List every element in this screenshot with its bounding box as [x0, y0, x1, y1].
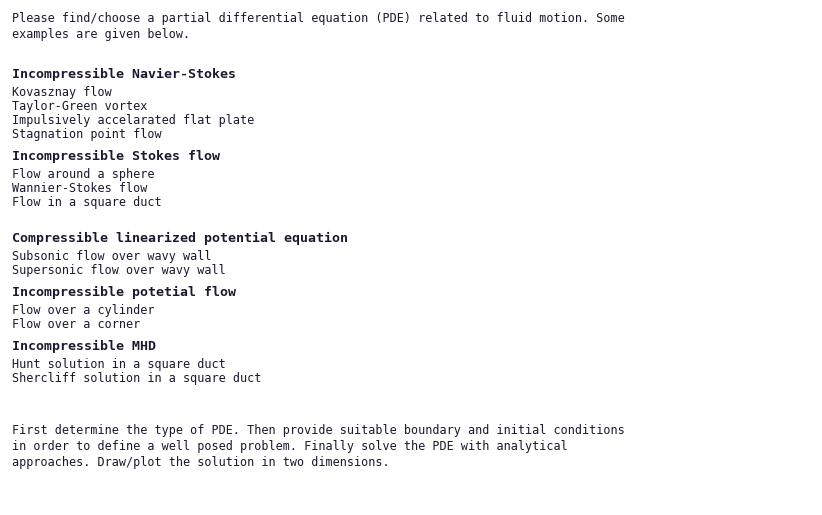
Text: Incompressible potetial flow: Incompressible potetial flow [12, 286, 236, 299]
Text: Stagnation point flow: Stagnation point flow [12, 128, 162, 141]
Text: Wannier-Stokes flow: Wannier-Stokes flow [12, 182, 147, 195]
Text: Supersonic flow over wavy wall: Supersonic flow over wavy wall [12, 264, 226, 277]
Text: Subsonic flow over wavy wall: Subsonic flow over wavy wall [12, 250, 211, 263]
Text: Flow over a corner: Flow over a corner [12, 318, 141, 331]
Text: approaches. Draw/plot the solution in two dimensions.: approaches. Draw/plot the solution in tw… [12, 456, 390, 469]
Text: Kovasznay flow: Kovasznay flow [12, 86, 112, 99]
Text: Flow in a square duct: Flow in a square duct [12, 196, 162, 209]
Text: Shercliff solution in a square duct: Shercliff solution in a square duct [12, 372, 261, 385]
Text: First determine the type of PDE. Then provide suitable boundary and initial cond: First determine the type of PDE. Then pr… [12, 424, 625, 437]
Text: Compressible linearized potential equation: Compressible linearized potential equati… [12, 232, 348, 245]
Text: Please find/choose a partial differential equation (PDE) related to fluid motion: Please find/choose a partial differentia… [12, 12, 625, 25]
Text: Hunt solution in a square duct: Hunt solution in a square duct [12, 358, 226, 371]
Text: Impulsively accelarated flat plate: Impulsively accelarated flat plate [12, 114, 254, 127]
Text: in order to define a well posed problem. Finally solve the PDE with analytical: in order to define a well posed problem.… [12, 440, 568, 453]
Text: Incompressible MHD: Incompressible MHD [12, 340, 156, 353]
Text: Taylor-Green vortex: Taylor-Green vortex [12, 100, 147, 113]
Text: examples are given below.: examples are given below. [12, 28, 190, 41]
Text: Incompressible Stokes flow: Incompressible Stokes flow [12, 150, 220, 163]
Text: Incompressible Navier-Stokes: Incompressible Navier-Stokes [12, 68, 236, 81]
Text: Flow around a sphere: Flow around a sphere [12, 168, 155, 181]
Text: Flow over a cylinder: Flow over a cylinder [12, 304, 155, 317]
